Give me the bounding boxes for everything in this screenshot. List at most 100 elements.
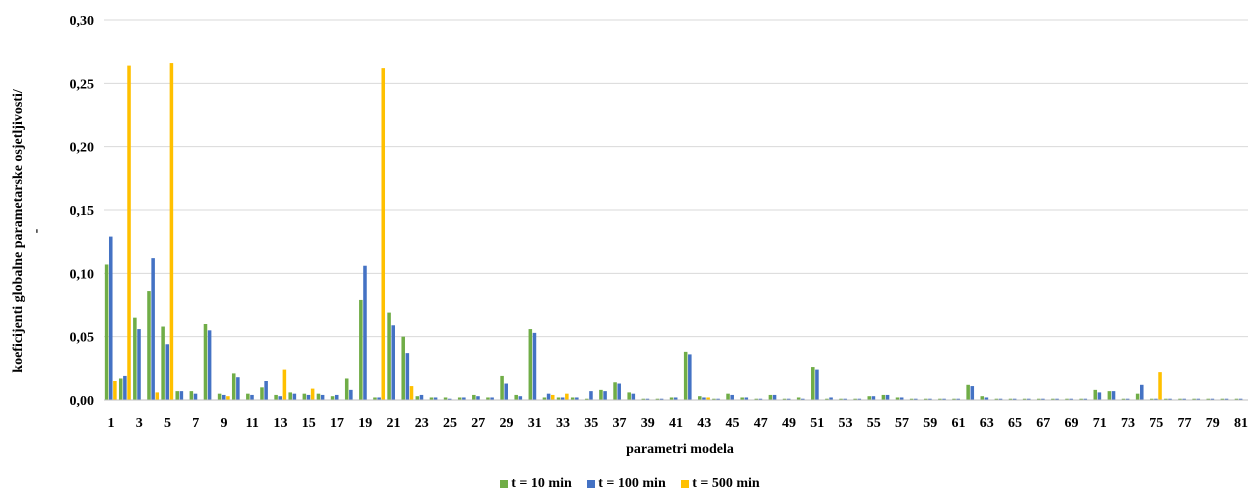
bar	[772, 394, 777, 400]
bar	[1125, 398, 1130, 400]
bar	[1079, 398, 1083, 400]
bar	[1164, 398, 1168, 400]
bar	[641, 398, 646, 400]
bar	[179, 391, 184, 400]
bar	[829, 397, 833, 400]
bar	[165, 344, 170, 400]
y-tick-label: 0,00	[70, 394, 95, 409]
gridlines	[104, 19, 1248, 338]
bar	[359, 299, 363, 400]
x-tick-label: 69	[1064, 416, 1078, 431]
bar	[528, 329, 533, 400]
bar	[1224, 398, 1229, 400]
bar	[147, 291, 151, 400]
x-tick-label: 5	[164, 416, 171, 431]
bar	[857, 398, 862, 400]
bar	[1206, 398, 1211, 400]
x-tick-label: 29	[500, 416, 514, 431]
x-tick-label: 53	[838, 416, 852, 431]
bar	[744, 397, 749, 400]
x-tick-label: 3	[136, 416, 143, 431]
bar	[207, 330, 212, 400]
bar	[843, 398, 847, 400]
y-tick-label: 0,25	[70, 77, 95, 92]
x-tick-label: 81	[1234, 416, 1248, 431]
bar	[363, 265, 367, 400]
bar	[603, 391, 607, 400]
bar	[419, 394, 424, 400]
bar	[924, 398, 928, 400]
bar	[683, 351, 688, 400]
bar	[1107, 391, 1112, 400]
bar	[895, 397, 900, 400]
x-tick-label: 11	[246, 416, 259, 431]
bar	[589, 391, 593, 400]
x-tick-label: 77	[1177, 416, 1191, 431]
bar	[476, 396, 480, 400]
x-tick-label: 71	[1093, 416, 1107, 431]
bar	[796, 397, 801, 400]
bar	[344, 378, 349, 400]
x-tick-label: 21	[387, 416, 401, 431]
bar	[226, 396, 230, 400]
bar	[189, 391, 194, 400]
bar	[169, 63, 174, 400]
x-tick-label: 25	[443, 416, 457, 431]
bar	[151, 258, 155, 400]
bar	[500, 375, 504, 400]
bar	[853, 398, 857, 400]
bar	[175, 391, 179, 400]
bar	[617, 383, 621, 400]
bar	[518, 396, 523, 400]
bar	[669, 397, 674, 400]
x-tick-label: 33	[556, 416, 570, 431]
x-tick-label: 61	[951, 416, 965, 431]
bar	[274, 394, 278, 400]
bar	[330, 396, 335, 400]
x-tick-label: 49	[782, 416, 796, 431]
bar	[320, 394, 325, 400]
bar	[1097, 392, 1102, 400]
bar	[118, 378, 123, 400]
bar	[1083, 398, 1088, 400]
bar	[387, 312, 391, 400]
x-tick-label: 79	[1206, 416, 1220, 431]
bar	[447, 398, 452, 400]
bar	[401, 336, 405, 400]
x-tick-label: 67	[1036, 416, 1050, 431]
bar	[839, 398, 843, 400]
bar	[373, 397, 377, 400]
bar	[1234, 398, 1239, 400]
bar	[310, 388, 315, 400]
y-axis-title-line-1: koeficijenti globalne parametarske osjet…	[11, 88, 26, 373]
bar	[1238, 398, 1243, 400]
bar	[316, 393, 321, 400]
y-axis-title-line-2: -	[29, 228, 44, 233]
bar	[433, 397, 438, 400]
bar	[881, 394, 886, 400]
bar	[811, 367, 815, 400]
y-tick-label: 0,20	[70, 141, 95, 156]
bar	[938, 398, 942, 400]
bar	[1196, 398, 1201, 400]
y-tick-label: 0,05	[70, 331, 95, 346]
bar	[113, 381, 117, 400]
x-tick-label: 15	[302, 416, 316, 431]
bar	[1192, 398, 1196, 400]
bar	[726, 393, 730, 400]
x-tick-label: 35	[584, 416, 598, 431]
bar	[381, 68, 386, 400]
y-tick-label: 0,30	[70, 14, 95, 29]
bar	[754, 398, 759, 400]
bar	[565, 393, 569, 400]
bar	[1065, 398, 1069, 400]
bar	[133, 317, 137, 400]
bar	[909, 398, 914, 400]
bar	[405, 353, 410, 400]
bar	[1168, 398, 1172, 400]
bar	[706, 397, 710, 400]
bar	[712, 398, 716, 400]
bar	[825, 398, 829, 400]
x-tick-label: 63	[980, 416, 994, 431]
